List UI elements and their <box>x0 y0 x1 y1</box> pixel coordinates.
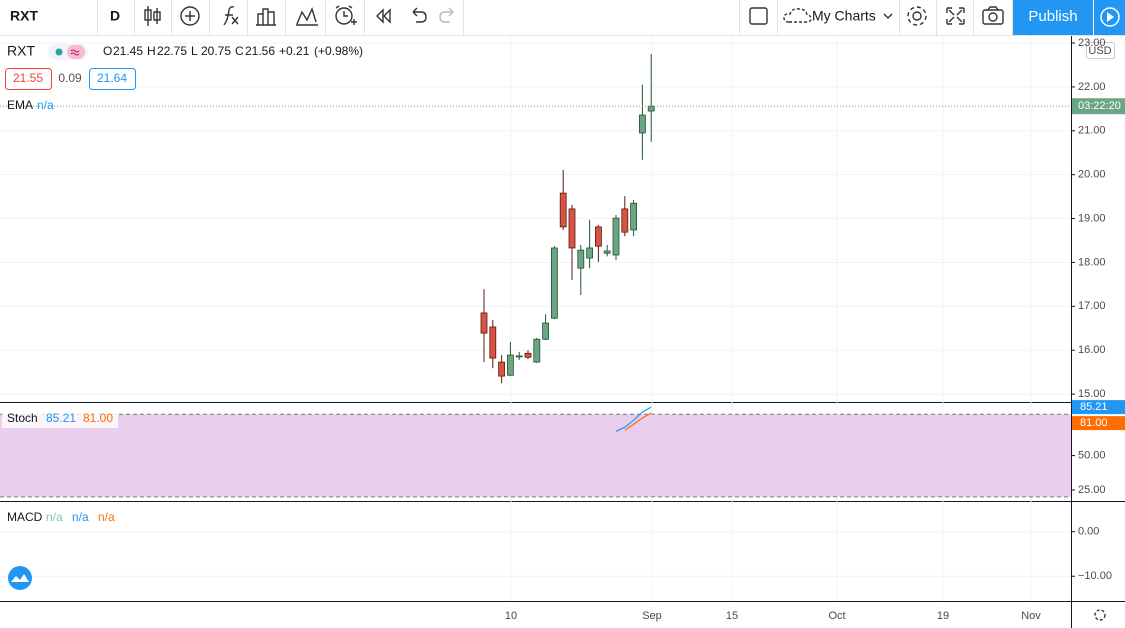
my-charts-button[interactable]: My Charts <box>812 8 876 24</box>
toolbar-separators <box>97 0 1013 35</box>
y-tick-label: 0.00 <box>1078 526 1099 538</box>
stoch-d-value: 81.00 <box>83 411 113 425</box>
currency[interactable]: USD <box>1088 45 1111 57</box>
price-label-bg <box>1072 98 1125 115</box>
ohlc-legend: O 21.45 H 22.75 L 20.75 C 21.56 +0.21 (+0.98%) <box>103 44 363 58</box>
status-icon <box>70 49 80 56</box>
ohlc-value: 22.75 <box>157 44 187 58</box>
stoch-legend-bg <box>2 410 118 428</box>
y-tick-label: 22.00 <box>1078 81 1106 93</box>
candle-body <box>542 322 549 340</box>
ask-box[interactable] <box>89 68 136 90</box>
macd-hist: n/a <box>98 510 115 524</box>
macd-value: n/a <box>46 510 63 524</box>
ohlc-value: 20.75 <box>201 44 231 58</box>
candle-body <box>506 354 514 376</box>
candle-body <box>568 208 576 249</box>
y-tick-label: 25.00 <box>1078 484 1106 496</box>
ohlc-key: L <box>191 44 198 58</box>
bid-box[interactable] <box>5 68 52 90</box>
currency-box[interactable] <box>1086 42 1115 59</box>
candle-body <box>621 208 629 233</box>
y-tick-label: 15.00 <box>1078 388 1106 400</box>
x-tick-label: 10 <box>505 610 517 622</box>
status-dot <box>55 48 63 56</box>
ema-value: n/a <box>37 98 54 112</box>
candle-body <box>595 226 602 247</box>
candle-body <box>559 192 567 228</box>
x-tick-label: Nov <box>1021 610 1041 622</box>
ohlc-value: 21.56 <box>245 44 275 58</box>
change-pct: (+0.98%) <box>314 44 363 58</box>
pane-borders <box>0 36 1125 628</box>
symbol-button[interactable]: RXT <box>10 8 38 24</box>
ema-label: EMA <box>7 98 33 112</box>
macd-name: MACD <box>7 510 43 524</box>
logo[interactable] <box>8 566 32 590</box>
candle-body <box>612 217 620 256</box>
candle-body <box>498 361 506 377</box>
legend-symbol: RXT <box>7 43 35 59</box>
y-tick-label: 20.00 <box>1078 169 1106 181</box>
y-tick-label: 17.00 <box>1078 300 1106 312</box>
marks <box>0 53 1125 498</box>
ohlc-value: 21.45 <box>113 44 143 58</box>
y-tick-label: 21.00 <box>1078 125 1106 137</box>
ohlc-key: O <box>103 44 112 58</box>
publish-label[interactable]: Publish <box>1028 8 1077 25</box>
x-tick-label: 19 <box>937 610 949 622</box>
replay-icon <box>1100 7 1120 27</box>
x-tick-label: Sep <box>642 610 662 622</box>
candle-body <box>647 105 655 112</box>
stoch-k-axis-label: 85.21 <box>1080 401 1108 413</box>
y-tick-label: 16.00 <box>1078 344 1106 356</box>
countdown: 03:22:20 <box>1078 100 1121 112</box>
spread: 0.09 <box>58 71 82 85</box>
ohlc-key: C <box>235 44 244 58</box>
stoch-d-axis-label: 81.00 <box>1080 417 1108 429</box>
candle-body <box>603 250 611 254</box>
publish-button[interactable] <box>1013 0 1093 35</box>
candle-body <box>586 247 593 259</box>
stoch-d-axis-bg <box>1072 416 1125 431</box>
stoch-line <box>615 406 652 432</box>
y-tick-label: 19.00 <box>1078 212 1106 224</box>
logo-icon <box>11 574 29 582</box>
stoch-band <box>0 414 1071 497</box>
stoch-k-value: 85.21 <box>46 411 76 425</box>
y-tick-label: 18.00 <box>1078 256 1106 268</box>
settings-icon[interactable] <box>1094 609 1106 621</box>
stoch-name: Stoch <box>7 411 38 425</box>
y-tick-label: −10.00 <box>1078 570 1112 582</box>
x-tick-label: 15 <box>726 610 738 622</box>
change: +0.21 <box>279 44 310 58</box>
candle-body <box>524 352 532 358</box>
ohlc-key: H <box>147 44 156 58</box>
stoch-k-axis-bg <box>1072 400 1125 415</box>
candle-body <box>515 355 523 358</box>
candle-body <box>480 312 488 334</box>
candle-body <box>489 326 497 359</box>
ask[interactable]: 21.64 <box>97 71 127 85</box>
grid <box>0 36 1075 601</box>
candle-body <box>551 247 558 319</box>
replay-icon <box>1107 12 1114 22</box>
interval-button[interactable]: D <box>110 8 120 24</box>
candle-body <box>577 249 585 269</box>
x-tick-label: Oct <box>828 610 845 622</box>
y-tick-label: 50.00 <box>1078 449 1106 461</box>
macd-signal: n/a <box>72 510 89 524</box>
candle-body <box>639 114 646 134</box>
candle-body <box>533 338 541 363</box>
toolbar <box>0 0 1125 35</box>
toolbar-icons[interactable] <box>144 5 1004 26</box>
stoch-line <box>624 412 652 431</box>
bid[interactable]: 21.55 <box>13 71 43 85</box>
y-tick-label: 23.00 <box>1078 37 1106 49</box>
candle-body <box>630 202 637 231</box>
